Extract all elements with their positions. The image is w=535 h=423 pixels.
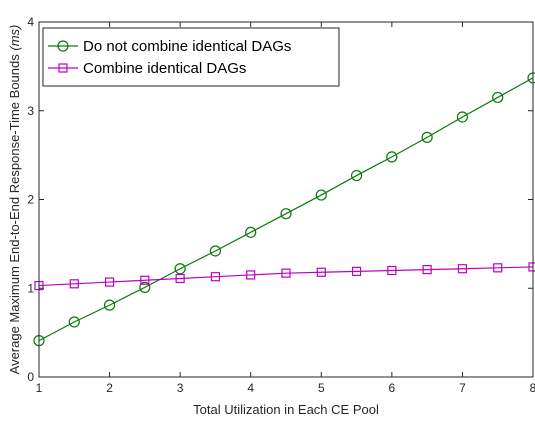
y-tick-label: 2 xyxy=(27,193,34,207)
legend-item: Do not combine identical DAGs xyxy=(48,38,291,55)
x-tick-label: 2 xyxy=(106,381,113,395)
data-point xyxy=(421,131,433,143)
legend: Do not combine identical DAGs Combine ide… xyxy=(42,27,340,87)
y-tick-label: 1 xyxy=(27,281,34,295)
x-tick-label: 1 xyxy=(36,381,43,395)
data-point xyxy=(69,279,79,289)
legend-item: Combine identical DAGs xyxy=(48,60,246,77)
x-tick-label: 6 xyxy=(389,381,396,395)
data-point xyxy=(103,299,116,311)
data-point xyxy=(245,226,257,238)
y-tick-label: 3 xyxy=(27,104,34,118)
data-point xyxy=(492,91,504,104)
data-point xyxy=(175,273,185,284)
x-tick-label: 8 xyxy=(530,381,535,395)
data-point xyxy=(316,267,326,277)
y-axis-label-main: Average Maximum End-to-End Response-Time… xyxy=(7,51,22,375)
data-point xyxy=(456,111,469,123)
data-point xyxy=(68,316,80,328)
data-point xyxy=(174,263,186,275)
legend-marker xyxy=(58,63,68,73)
data-point xyxy=(422,265,432,275)
x-axis-label: Total Utilization in Each CE Pool xyxy=(193,402,379,417)
data-point xyxy=(210,272,221,282)
data-point xyxy=(280,208,292,220)
series-2 xyxy=(34,262,535,291)
data-point xyxy=(493,263,503,273)
y-tick-label: 4 xyxy=(27,15,34,29)
data-point xyxy=(387,265,397,276)
legend-label: Do not combine identical DAGs xyxy=(83,38,291,55)
x-tick-label: 7 xyxy=(459,381,466,395)
y-axis-label-unit: (ms) xyxy=(7,25,22,51)
plot-frame xyxy=(38,21,534,378)
data-point xyxy=(140,275,150,285)
data-point xyxy=(281,268,291,278)
data-point xyxy=(350,169,363,182)
legend-marker xyxy=(57,40,69,52)
legend-box xyxy=(42,27,340,87)
y-axis-label: Average Maximum End-to-End Response-Time… xyxy=(7,25,22,375)
data-point xyxy=(315,189,327,201)
data-point xyxy=(209,245,222,257)
data-point xyxy=(246,270,256,280)
series-line xyxy=(38,77,534,342)
legend-label: Combine identical DAGs xyxy=(83,60,246,77)
x-tick-label: 3 xyxy=(177,381,184,395)
series-line xyxy=(38,266,534,287)
data-point xyxy=(351,266,362,276)
y-tick-label: 0 xyxy=(27,370,34,384)
x-tick-label: 5 xyxy=(318,381,325,395)
data-point xyxy=(139,281,151,293)
data-point xyxy=(457,264,468,274)
data-point xyxy=(386,151,398,163)
data-point xyxy=(104,277,115,287)
x-tick-label: 4 xyxy=(247,381,254,395)
